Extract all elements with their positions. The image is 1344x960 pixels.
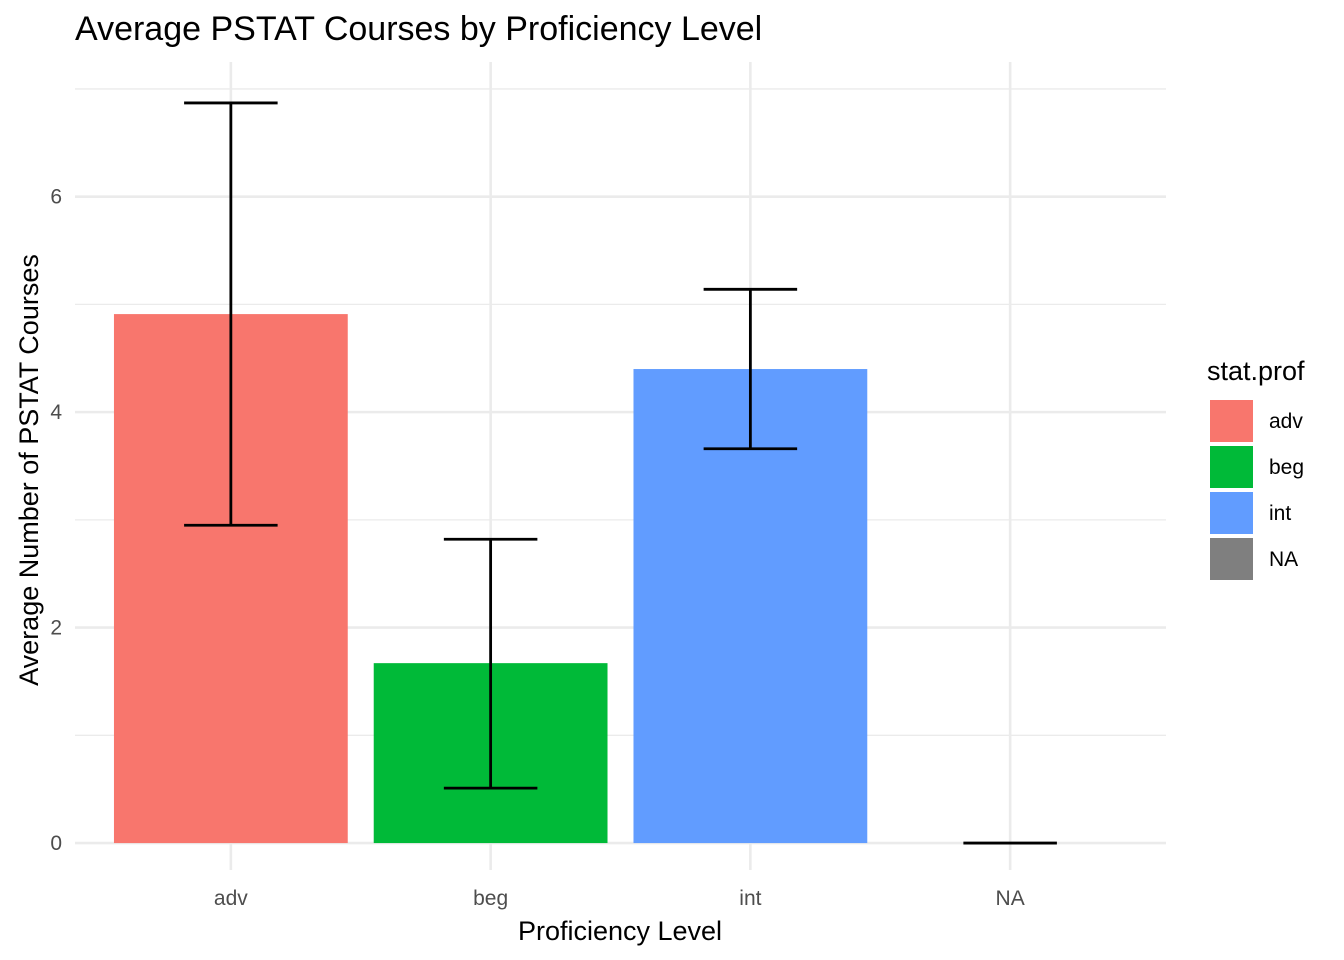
y-axis-ticks: 0 2 4 6 bbox=[50, 186, 62, 855]
x-tick-label: NA bbox=[996, 887, 1025, 910]
y-axis-title: Average Number of PSTAT Courses bbox=[14, 254, 44, 686]
x-axis-ticks: adv beg int NA bbox=[214, 887, 1025, 910]
chart-title: Average PSTAT Courses by Proficiency Lev… bbox=[75, 10, 762, 48]
x-tick-label: adv bbox=[214, 887, 248, 910]
legend-title: stat.prof bbox=[1207, 356, 1305, 386]
y-tick-label: 0 bbox=[50, 832, 62, 855]
error-bar-adv bbox=[184, 101, 278, 527]
legend-label: adv bbox=[1269, 410, 1303, 433]
error-bar-int bbox=[703, 287, 798, 451]
legend-label: beg bbox=[1269, 456, 1304, 479]
y-tick-label: 4 bbox=[50, 401, 62, 424]
error-bar-beg bbox=[443, 537, 538, 790]
legend-label: int bbox=[1269, 502, 1291, 525]
legend-label: NA bbox=[1269, 548, 1298, 571]
legend-key-adv bbox=[1210, 400, 1253, 442]
error-bars bbox=[184, 101, 1057, 845]
legend-key-beg bbox=[1210, 446, 1253, 488]
y-tick-label: 6 bbox=[50, 186, 62, 209]
y-tick-label: 2 bbox=[50, 617, 62, 640]
legend: stat.prof adv beg int NA bbox=[1207, 356, 1305, 580]
legend-key-int bbox=[1210, 492, 1253, 534]
x-tick-label: beg bbox=[473, 887, 508, 910]
x-axis-title: Proficiency Level bbox=[518, 916, 722, 946]
x-tick-label: int bbox=[739, 887, 761, 910]
legend-key-na bbox=[1210, 538, 1253, 580]
